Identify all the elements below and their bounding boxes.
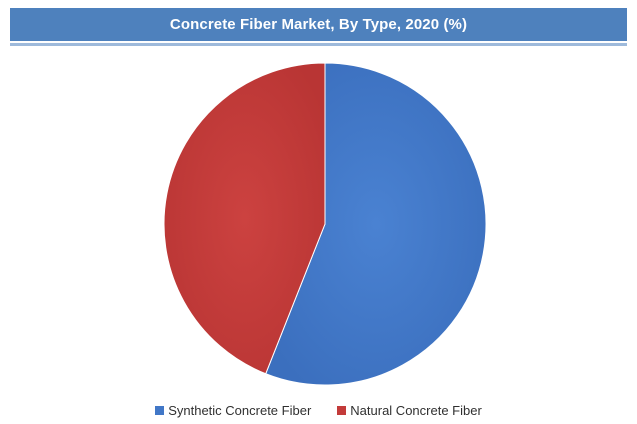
pie-slices — [163, 62, 487, 386]
legend-label-natural: Natural Concrete Fiber — [350, 402, 482, 418]
pie-slice-natural — [163, 62, 326, 375]
legend: Synthetic Concrete Fiber Natural Concret… — [0, 400, 637, 420]
legend-swatch-natural — [337, 405, 347, 415]
legend-label-synthetic: Synthetic Concrete Fiber — [168, 402, 312, 418]
legend-item-synthetic: Synthetic Concrete Fiber — [155, 403, 311, 418]
chart-title-bar: Concrete Fiber Market, By Type, 2020 (%) — [10, 8, 627, 41]
title-divider — [10, 43, 627, 46]
chart-title: Concrete Fiber Market, By Type, 2020 (%) — [169, 16, 468, 33]
legend-swatch-synthetic — [155, 405, 165, 415]
pie-slice-synthetic — [265, 62, 487, 386]
legend-item-natural: Natural Concrete Fiber — [337, 403, 482, 418]
